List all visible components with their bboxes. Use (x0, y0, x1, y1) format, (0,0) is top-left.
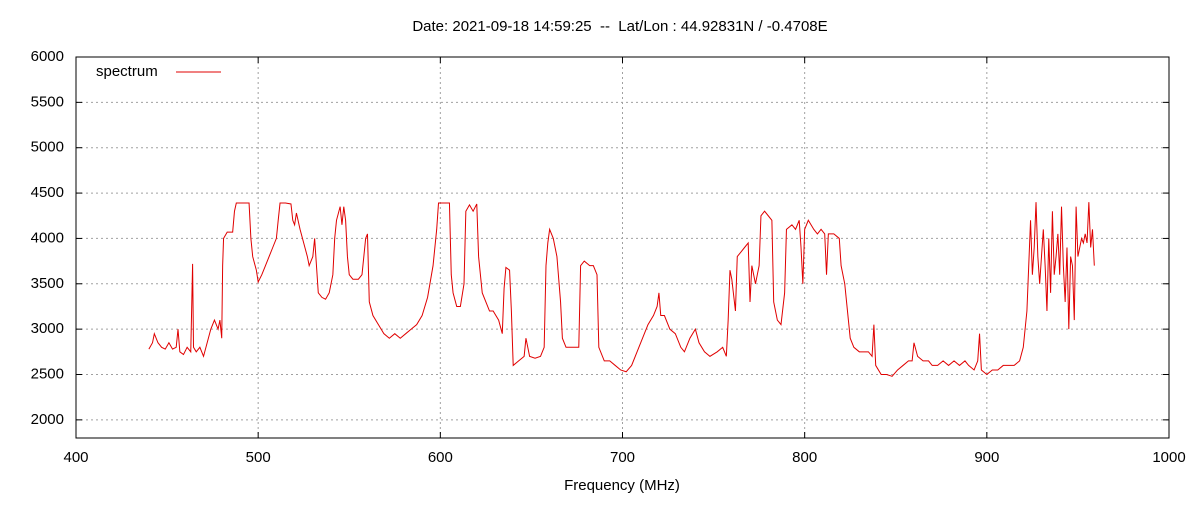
x-tick-label: 400 (63, 449, 88, 466)
plot-frame (75, 56, 1170, 439)
series-line (148, 202, 1095, 377)
y-tick-label: 3500 (31, 275, 64, 292)
y-tick-label: 5500 (31, 93, 64, 110)
x-tick-label: 800 (792, 449, 817, 466)
x-tick-label: 900 (974, 449, 999, 466)
y-tick-label: 4000 (31, 229, 64, 246)
legend-label: spectrum (96, 63, 158, 80)
x-tick-label: 1000 (1152, 449, 1185, 466)
y-tick-label: 5000 (31, 139, 64, 156)
x-tick-label: 500 (246, 449, 271, 466)
y-tick-label: 6000 (31, 48, 64, 65)
chart-title: Date: 2021-09-18 14:59:25 -- Lat/Lon : 4… (412, 18, 827, 35)
x-tick-label: 600 (428, 449, 453, 466)
y-tick-label: 2500 (31, 365, 64, 382)
x-tick-label: 700 (610, 449, 635, 466)
x-axis-label: Frequency (MHz) (564, 477, 680, 494)
y-tick-label: 2000 (31, 411, 64, 428)
y-tick-label: 3000 (31, 320, 64, 337)
y-tick-label: 4500 (31, 184, 64, 201)
